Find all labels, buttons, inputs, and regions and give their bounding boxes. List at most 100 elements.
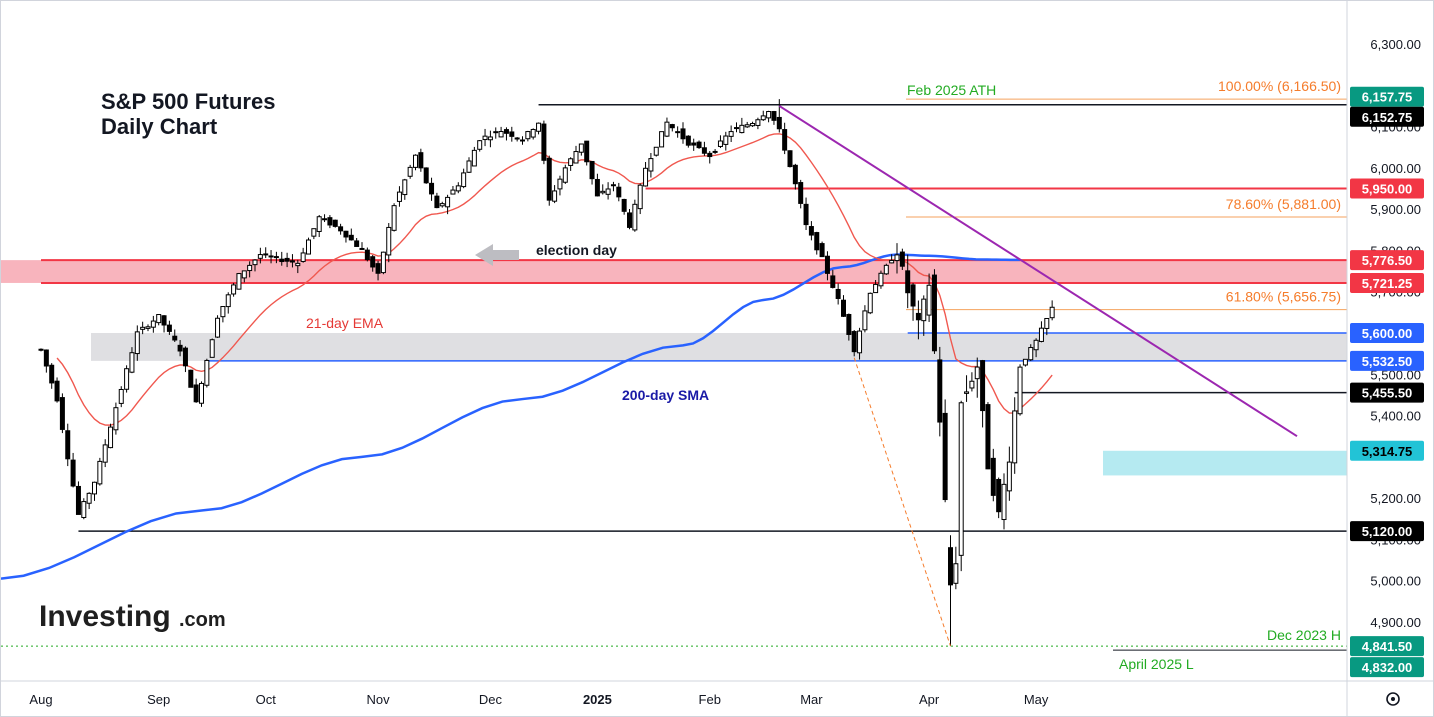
candle-body bbox=[953, 563, 959, 584]
candle-body bbox=[97, 460, 103, 485]
dec2023-high-label: Dec 2023 H bbox=[1267, 627, 1341, 643]
candle-body bbox=[252, 259, 258, 266]
resistance-zone bbox=[1, 260, 1347, 283]
candle-body bbox=[327, 217, 333, 226]
candle-body bbox=[289, 260, 295, 263]
candle-body bbox=[482, 135, 488, 141]
price-tag-bg bbox=[1350, 636, 1424, 657]
candle-body bbox=[985, 404, 991, 470]
election-day-label: election day bbox=[536, 242, 617, 258]
candle-body bbox=[113, 407, 119, 431]
x-tick-label: Feb bbox=[699, 692, 721, 707]
candle-body bbox=[413, 154, 418, 168]
candle-body bbox=[471, 149, 477, 167]
y-tick-label: 6,000.00 bbox=[1370, 161, 1421, 176]
candle-body bbox=[830, 275, 836, 288]
candle-body bbox=[477, 140, 483, 150]
candle-body bbox=[102, 444, 108, 463]
price-tag: 6,157.75 bbox=[1350, 86, 1424, 107]
price-tag-bg bbox=[1350, 323, 1424, 343]
settings-icon[interactable] bbox=[1386, 692, 1400, 706]
candle-body bbox=[514, 137, 520, 140]
candle-body bbox=[140, 326, 146, 330]
ema-layer bbox=[56, 133, 1053, 426]
candle-body bbox=[755, 119, 761, 126]
candle-body bbox=[889, 259, 895, 264]
candle-body bbox=[980, 360, 986, 412]
candle-body bbox=[231, 284, 237, 295]
candle-body bbox=[92, 481, 97, 495]
candle-body bbox=[75, 485, 81, 515]
price-tags-layer: 6,157.75 6,152.75 5,950.00 5,776.50 5,721.25… bbox=[1350, 86, 1424, 678]
candle-body bbox=[455, 185, 461, 192]
candle-body bbox=[268, 255, 274, 258]
annotations-layer: S&P 500 Futures Daily Chart Feb 2025 ATH… bbox=[39, 82, 1341, 672]
candle-body bbox=[552, 190, 558, 202]
ath-label: Feb 2025 ATH bbox=[907, 82, 996, 98]
candle-body bbox=[536, 122, 542, 132]
candle-body bbox=[263, 253, 269, 256]
brand-main: Investing bbox=[39, 600, 171, 633]
candle-body bbox=[808, 226, 814, 236]
candle-body bbox=[396, 191, 402, 202]
candle-body bbox=[284, 257, 290, 262]
candle-body bbox=[707, 152, 713, 158]
candle-body bbox=[653, 146, 659, 156]
candle-body bbox=[49, 364, 55, 384]
y-tick-label: 5,000.00 bbox=[1370, 574, 1421, 589]
investing-logo: Investing .com bbox=[39, 600, 226, 633]
price-tag-bg bbox=[1350, 521, 1424, 542]
candle-body bbox=[792, 164, 798, 185]
candle-body bbox=[894, 254, 900, 262]
candle-body bbox=[54, 380, 60, 402]
price-tag-label: 4,832.00 bbox=[1362, 660, 1413, 675]
candle-body bbox=[450, 189, 456, 195]
candle-body bbox=[1038, 327, 1044, 342]
candle-body bbox=[295, 262, 301, 267]
candle-body bbox=[814, 232, 820, 251]
candle-body bbox=[300, 252, 306, 262]
brand-suffix: .com bbox=[179, 609, 226, 631]
candle-body bbox=[643, 167, 649, 187]
candle-body bbox=[81, 501, 87, 518]
support-zone bbox=[1103, 450, 1347, 476]
candle-body bbox=[846, 313, 852, 335]
candle-body bbox=[204, 359, 210, 386]
candle-body bbox=[375, 263, 381, 274]
candle-body bbox=[461, 172, 467, 188]
price-tag-label: 5,532.50 bbox=[1362, 354, 1413, 369]
candle-body bbox=[348, 234, 354, 241]
x-tick-label: 2025 bbox=[583, 692, 612, 707]
candle-body bbox=[873, 283, 879, 294]
candle-body bbox=[948, 547, 953, 586]
x-tick-label: Aug bbox=[29, 692, 52, 707]
sma-layer bbox=[1, 253, 1021, 580]
candle-body bbox=[541, 123, 547, 161]
candle-body bbox=[600, 190, 606, 194]
fib-label: 100.00% (6,166.50) bbox=[1218, 78, 1341, 94]
candle-body bbox=[680, 128, 686, 140]
candle-body bbox=[964, 391, 970, 394]
candle-body bbox=[1033, 339, 1039, 351]
candle-body bbox=[166, 324, 172, 332]
candle-body bbox=[728, 131, 734, 137]
candle-body bbox=[782, 129, 788, 151]
candle-body bbox=[578, 143, 584, 153]
fib-label: 78.60% (5,881.00) bbox=[1226, 196, 1341, 212]
candle-body bbox=[750, 123, 756, 127]
x-tick-label: Nov bbox=[366, 692, 390, 707]
candle-body bbox=[696, 141, 702, 149]
candle-body bbox=[835, 288, 841, 299]
candle-body bbox=[182, 347, 188, 367]
candle-body bbox=[241, 270, 247, 279]
candle-body bbox=[1044, 317, 1050, 329]
x-tick-label: Dec bbox=[479, 692, 503, 707]
candle-body bbox=[172, 335, 178, 341]
candles-layer bbox=[38, 99, 1055, 647]
zones-layer bbox=[1, 260, 1347, 476]
gray-zone bbox=[91, 333, 1347, 361]
candle-body bbox=[338, 226, 344, 232]
candle-body bbox=[717, 140, 723, 147]
